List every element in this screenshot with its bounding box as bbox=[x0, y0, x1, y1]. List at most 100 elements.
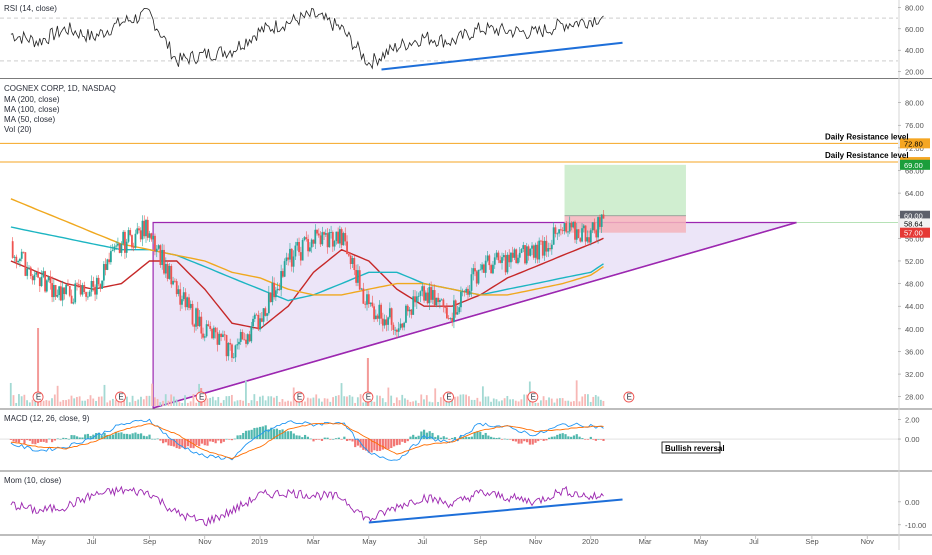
candle-body bbox=[394, 329, 397, 331]
candle-body bbox=[591, 222, 594, 231]
candle-body bbox=[269, 292, 272, 303]
volume-bar bbox=[151, 383, 154, 406]
volume-bar bbox=[559, 398, 561, 406]
support-trendline[interactable] bbox=[152, 221, 797, 409]
candle-body bbox=[182, 292, 185, 300]
x-tick-label: Sep bbox=[474, 537, 487, 546]
candle-body bbox=[40, 276, 43, 287]
candle-body bbox=[31, 276, 34, 281]
earnings-marker[interactable] bbox=[443, 391, 454, 403]
candle-body bbox=[67, 284, 69, 286]
macd-histogram-bar bbox=[92, 434, 95, 440]
earnings-marker[interactable] bbox=[115, 391, 126, 403]
macd-histogram-bar bbox=[167, 439, 170, 446]
macd-histogram-bar bbox=[106, 435, 109, 440]
macd-histogram-bar bbox=[162, 439, 165, 444]
candle-body bbox=[241, 332, 244, 340]
candle-body bbox=[248, 334, 251, 342]
candle-body bbox=[120, 243, 123, 253]
macd-histogram-bar bbox=[17, 439, 21, 443]
earnings-marker[interactable] bbox=[362, 391, 374, 403]
volume-bar bbox=[356, 397, 359, 406]
candle-body bbox=[220, 333, 223, 337]
macd-histogram-bar bbox=[384, 439, 387, 450]
x-tick-label: Mar bbox=[639, 537, 652, 546]
volume-bar bbox=[412, 401, 415, 406]
candle-body bbox=[159, 245, 162, 266]
candle-body bbox=[419, 291, 422, 296]
macd-histogram-bar bbox=[354, 439, 357, 448]
macd-histogram-bar bbox=[445, 437, 448, 440]
candle-body bbox=[401, 323, 404, 328]
macd-histogram-bar bbox=[334, 438, 338, 440]
earnings-marker[interactable] bbox=[195, 391, 207, 403]
candle-body bbox=[458, 307, 461, 313]
volume-bar bbox=[128, 402, 131, 406]
candle-body bbox=[558, 229, 560, 234]
macd-histogram-bar bbox=[381, 439, 384, 450]
candle-body bbox=[264, 308, 267, 316]
candle-body bbox=[595, 230, 598, 238]
macd-histogram-bar bbox=[550, 436, 553, 440]
earnings-marker[interactable] bbox=[32, 391, 44, 403]
earnings-marker[interactable] bbox=[527, 391, 539, 403]
candle-body bbox=[205, 324, 208, 337]
macd-histogram-bar bbox=[273, 429, 276, 440]
candle-body bbox=[287, 257, 290, 260]
volume-bar bbox=[62, 400, 65, 406]
candle-body bbox=[423, 286, 425, 301]
earnings-marker[interactable] bbox=[623, 391, 635, 403]
volume-bar bbox=[498, 401, 501, 406]
candle-body bbox=[330, 232, 332, 233]
macd-histogram-bar bbox=[209, 439, 212, 442]
candle-body bbox=[212, 327, 215, 339]
candle-body bbox=[188, 297, 190, 308]
volume-bar bbox=[181, 402, 184, 406]
candle-body bbox=[189, 303, 192, 308]
candle-body bbox=[574, 221, 576, 240]
candle-body bbox=[150, 233, 153, 240]
candle-body bbox=[209, 326, 212, 329]
resistance-label: Daily Resistance level bbox=[825, 132, 909, 141]
macd-histogram-bar bbox=[340, 439, 343, 440]
macd-histogram-bar bbox=[109, 435, 112, 440]
candle-body bbox=[371, 302, 374, 307]
candle-body bbox=[490, 265, 493, 274]
volume-bar bbox=[332, 397, 334, 406]
volume-bar bbox=[170, 394, 173, 406]
macd-histogram-bar bbox=[114, 431, 117, 440]
candle-body bbox=[317, 233, 320, 236]
candle-body bbox=[255, 314, 258, 316]
macd-annotation-box[interactable] bbox=[661, 441, 721, 454]
resistance-price-tag-text: 72.80 bbox=[904, 139, 923, 148]
volume-bar bbox=[465, 394, 468, 406]
macd-histogram-bar bbox=[28, 439, 32, 441]
candle-body bbox=[383, 319, 386, 326]
candle-body bbox=[113, 246, 116, 251]
macd-histogram-bar bbox=[479, 431, 482, 440]
momentum-trendline[interactable] bbox=[368, 498, 623, 524]
macd-histogram-bar bbox=[376, 439, 379, 452]
candle-body bbox=[468, 290, 471, 295]
volume-bar bbox=[304, 401, 306, 406]
candle-body bbox=[47, 276, 50, 281]
candle-body bbox=[602, 214, 605, 219]
earnings-marker[interactable] bbox=[293, 391, 305, 403]
macd-histogram-bar bbox=[214, 439, 217, 444]
y-tick-label: 20.00 bbox=[905, 68, 924, 77]
macd-histogram-bar bbox=[39, 439, 42, 442]
volume-bar bbox=[398, 400, 401, 406]
volume-spike bbox=[37, 328, 40, 406]
candle-body bbox=[267, 292, 270, 314]
volume-bar bbox=[275, 395, 278, 406]
volume-bar bbox=[468, 396, 470, 406]
volume-bar bbox=[172, 396, 175, 406]
candle-body bbox=[278, 288, 281, 290]
target-zone[interactable] bbox=[564, 164, 686, 216]
macd-histogram-bar bbox=[487, 435, 490, 440]
volume-spike bbox=[366, 358, 369, 406]
volume-bar bbox=[517, 401, 520, 406]
candle-body bbox=[294, 245, 297, 257]
rsi-trendline[interactable] bbox=[381, 41, 623, 71]
macd-histogram-bar bbox=[398, 439, 401, 445]
